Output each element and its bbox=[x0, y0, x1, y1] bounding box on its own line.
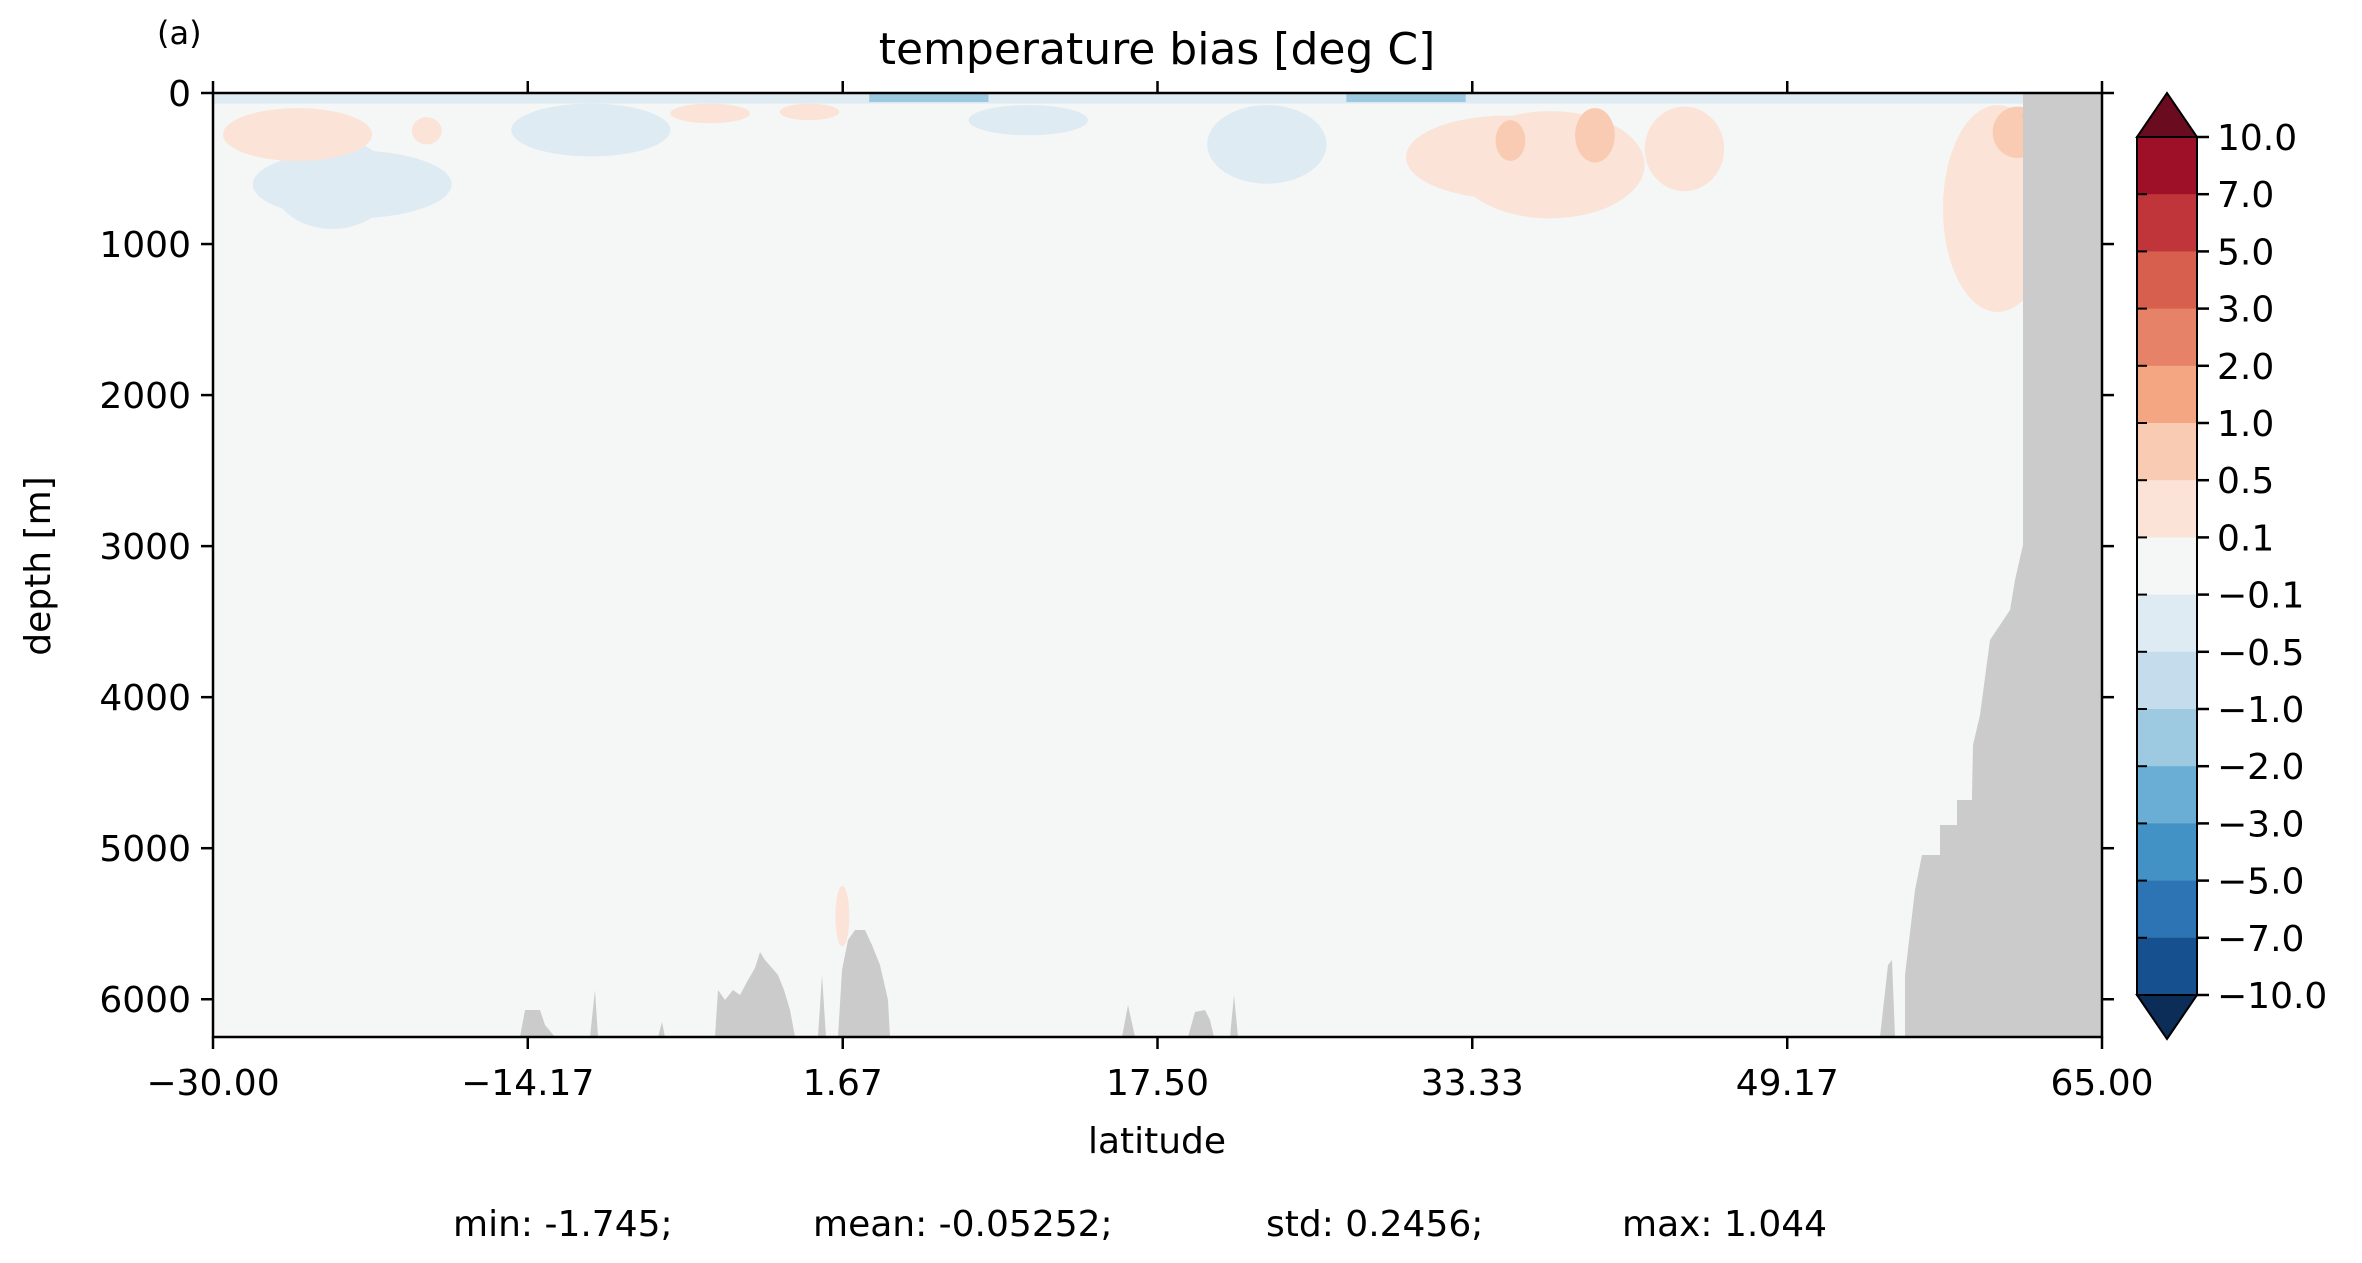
colorbar-segment-9 bbox=[2137, 651, 2197, 710]
colorbar-tick-label-14: −7.0 bbox=[2217, 919, 2304, 960]
negative-bias-region-0 bbox=[213, 93, 2043, 104]
colorbar-tick-label-9: −0.5 bbox=[2217, 633, 2304, 674]
y-tick-label-0: 0 bbox=[168, 74, 191, 115]
seamount-8 bbox=[1230, 995, 1238, 1037]
colorbar-tick-label-1: 7.0 bbox=[2217, 175, 2274, 216]
colorbar-tick-label-11: −2.0 bbox=[2217, 747, 2304, 788]
y-tick-label-4: 4000 bbox=[99, 678, 191, 719]
seamount-7 bbox=[1188, 1010, 1214, 1037]
seamount-north bbox=[1880, 960, 1895, 1037]
colorbar-segment-3 bbox=[2137, 308, 2197, 367]
colorbar-tick-label-15: −10.0 bbox=[2217, 976, 2327, 1017]
plot-background bbox=[213, 93, 2102, 1037]
x-tick-label-1: −14.17 bbox=[461, 1063, 594, 1104]
stat-1: mean: -0.05252; bbox=[813, 1204, 1113, 1245]
seamount-4 bbox=[818, 975, 826, 1037]
plot-area bbox=[211, 91, 2104, 1039]
y-tick-label-6: 6000 bbox=[99, 980, 191, 1021]
land-mask-north bbox=[1905, 93, 2102, 1037]
seamount-0 bbox=[520, 1010, 555, 1037]
y-axis: 0 1000 2000 3000 4000 5000 6000 bbox=[99, 74, 2114, 1021]
positive-bias-region-0 bbox=[222, 108, 373, 161]
colorbar-segment-8 bbox=[2137, 594, 2197, 653]
colorbar-segment-14 bbox=[2137, 937, 2197, 996]
positive-bias-region-8 bbox=[1644, 106, 1725, 192]
positive-bias-region-2 bbox=[670, 103, 750, 124]
colorbar-tick-label-5: 1.0 bbox=[2217, 404, 2274, 445]
x-tick-label-6: 65.00 bbox=[2050, 1063, 2153, 1104]
panel-label: (a) bbox=[157, 14, 202, 52]
colorbar-segment-12 bbox=[2137, 823, 2197, 882]
colorbar-frame bbox=[2136, 136, 2198, 996]
colorbar-extend-top bbox=[2135, 91, 2199, 138]
negative-bias-region-5 bbox=[968, 105, 1088, 136]
positive-bias-region-12 bbox=[835, 885, 850, 947]
negative-bias-region-2 bbox=[272, 138, 392, 229]
positive-bias-region-5 bbox=[1455, 111, 1645, 219]
y-tick-label-3: 3000 bbox=[99, 527, 191, 568]
colorbar-segment-5 bbox=[2137, 423, 2197, 481]
negative-bias-region-7 bbox=[1346, 93, 1466, 103]
seamount-5 bbox=[838, 930, 890, 1037]
colorbar-tick-label-6: 0.5 bbox=[2217, 461, 2274, 502]
colorbar-tick-label-13: −5.0 bbox=[2217, 862, 2304, 903]
y-tick-label-5: 5000 bbox=[99, 829, 191, 870]
colorbar-segment-13 bbox=[2137, 880, 2197, 939]
x-tick-label-2: 1.67 bbox=[803, 1063, 883, 1104]
colorbar-tick-label-12: −3.0 bbox=[2217, 804, 2304, 845]
seamount-6 bbox=[1122, 1005, 1135, 1037]
positive-bias-region-3 bbox=[779, 103, 840, 121]
chart-title: temperature bias [deg C] bbox=[879, 24, 1436, 75]
x-tick-label-4: 33.33 bbox=[1421, 1063, 1524, 1104]
negative-bias-region-3 bbox=[511, 103, 671, 157]
x-tick-label-5: 49.17 bbox=[1736, 1063, 1839, 1104]
positive-bias-region-7 bbox=[1575, 108, 1615, 163]
stat-2: std: 0.2456; bbox=[1266, 1204, 1483, 1245]
y-axis-label: depth [m] bbox=[18, 476, 59, 655]
seamount-3 bbox=[715, 952, 795, 1037]
stat-0: min: -1.745; bbox=[453, 1204, 673, 1245]
negative-bias-region-4 bbox=[1207, 105, 1327, 184]
colorbar-segment-11 bbox=[2137, 766, 2197, 824]
x-tick-label-0: −30.00 bbox=[146, 1063, 279, 1104]
colorbar-segment-2 bbox=[2137, 251, 2197, 310]
colorbar-tick-label-10: −1.0 bbox=[2217, 690, 2304, 731]
colorbar-tick-label-3: 3.0 bbox=[2217, 290, 2274, 331]
colorbar-tick-label-8: −0.1 bbox=[2217, 576, 2304, 617]
colorbar-tick-label-7: 0.1 bbox=[2217, 518, 2274, 559]
colorbar-segment-6 bbox=[2137, 480, 2197, 538]
x-axis: −30.00 −14.17 1.67 17.50 33.33 49.17 65.00 bbox=[146, 81, 2154, 1104]
seamount-2 bbox=[658, 1022, 665, 1037]
colorbar-segment-7 bbox=[2137, 537, 2197, 596]
y-tick-label-2: 2000 bbox=[99, 376, 191, 417]
colorbar-extend-bottom bbox=[2135, 994, 2199, 1041]
colorbar-tick-label-0: 10.0 bbox=[2217, 118, 2297, 159]
x-axis-label: latitude bbox=[1088, 1121, 1226, 1162]
x-tick-label-3: 17.50 bbox=[1106, 1063, 1209, 1104]
seamount-1 bbox=[590, 990, 598, 1037]
colorbar: 10.0 7.0 5.0 3.0 2.0 1.0 0.5 0.1 −0.1 −0.5 −1.0 −2.… bbox=[2135, 91, 2327, 1041]
colorbar-segment-0 bbox=[2137, 137, 2197, 195]
colorbar-segment-10 bbox=[2137, 709, 2197, 767]
negative-bias-region-6 bbox=[869, 93, 989, 103]
colorbar-segment-4 bbox=[2137, 365, 2197, 424]
positive-bias-region-1 bbox=[411, 117, 442, 145]
positive-bias-region-6 bbox=[1495, 120, 1526, 161]
colorbar-segment-1 bbox=[2137, 194, 2197, 252]
colorbar-tick-label-4: 2.0 bbox=[2217, 347, 2274, 388]
stats-line: min: -1.745; mean: -0.05252; std: 0.2456; m… bbox=[453, 1204, 1827, 1245]
y-tick-label-1: 1000 bbox=[99, 225, 191, 266]
stat-3: max: 1.044 bbox=[1622, 1204, 1827, 1245]
colorbar-tick-label-2: 5.0 bbox=[2217, 232, 2274, 273]
